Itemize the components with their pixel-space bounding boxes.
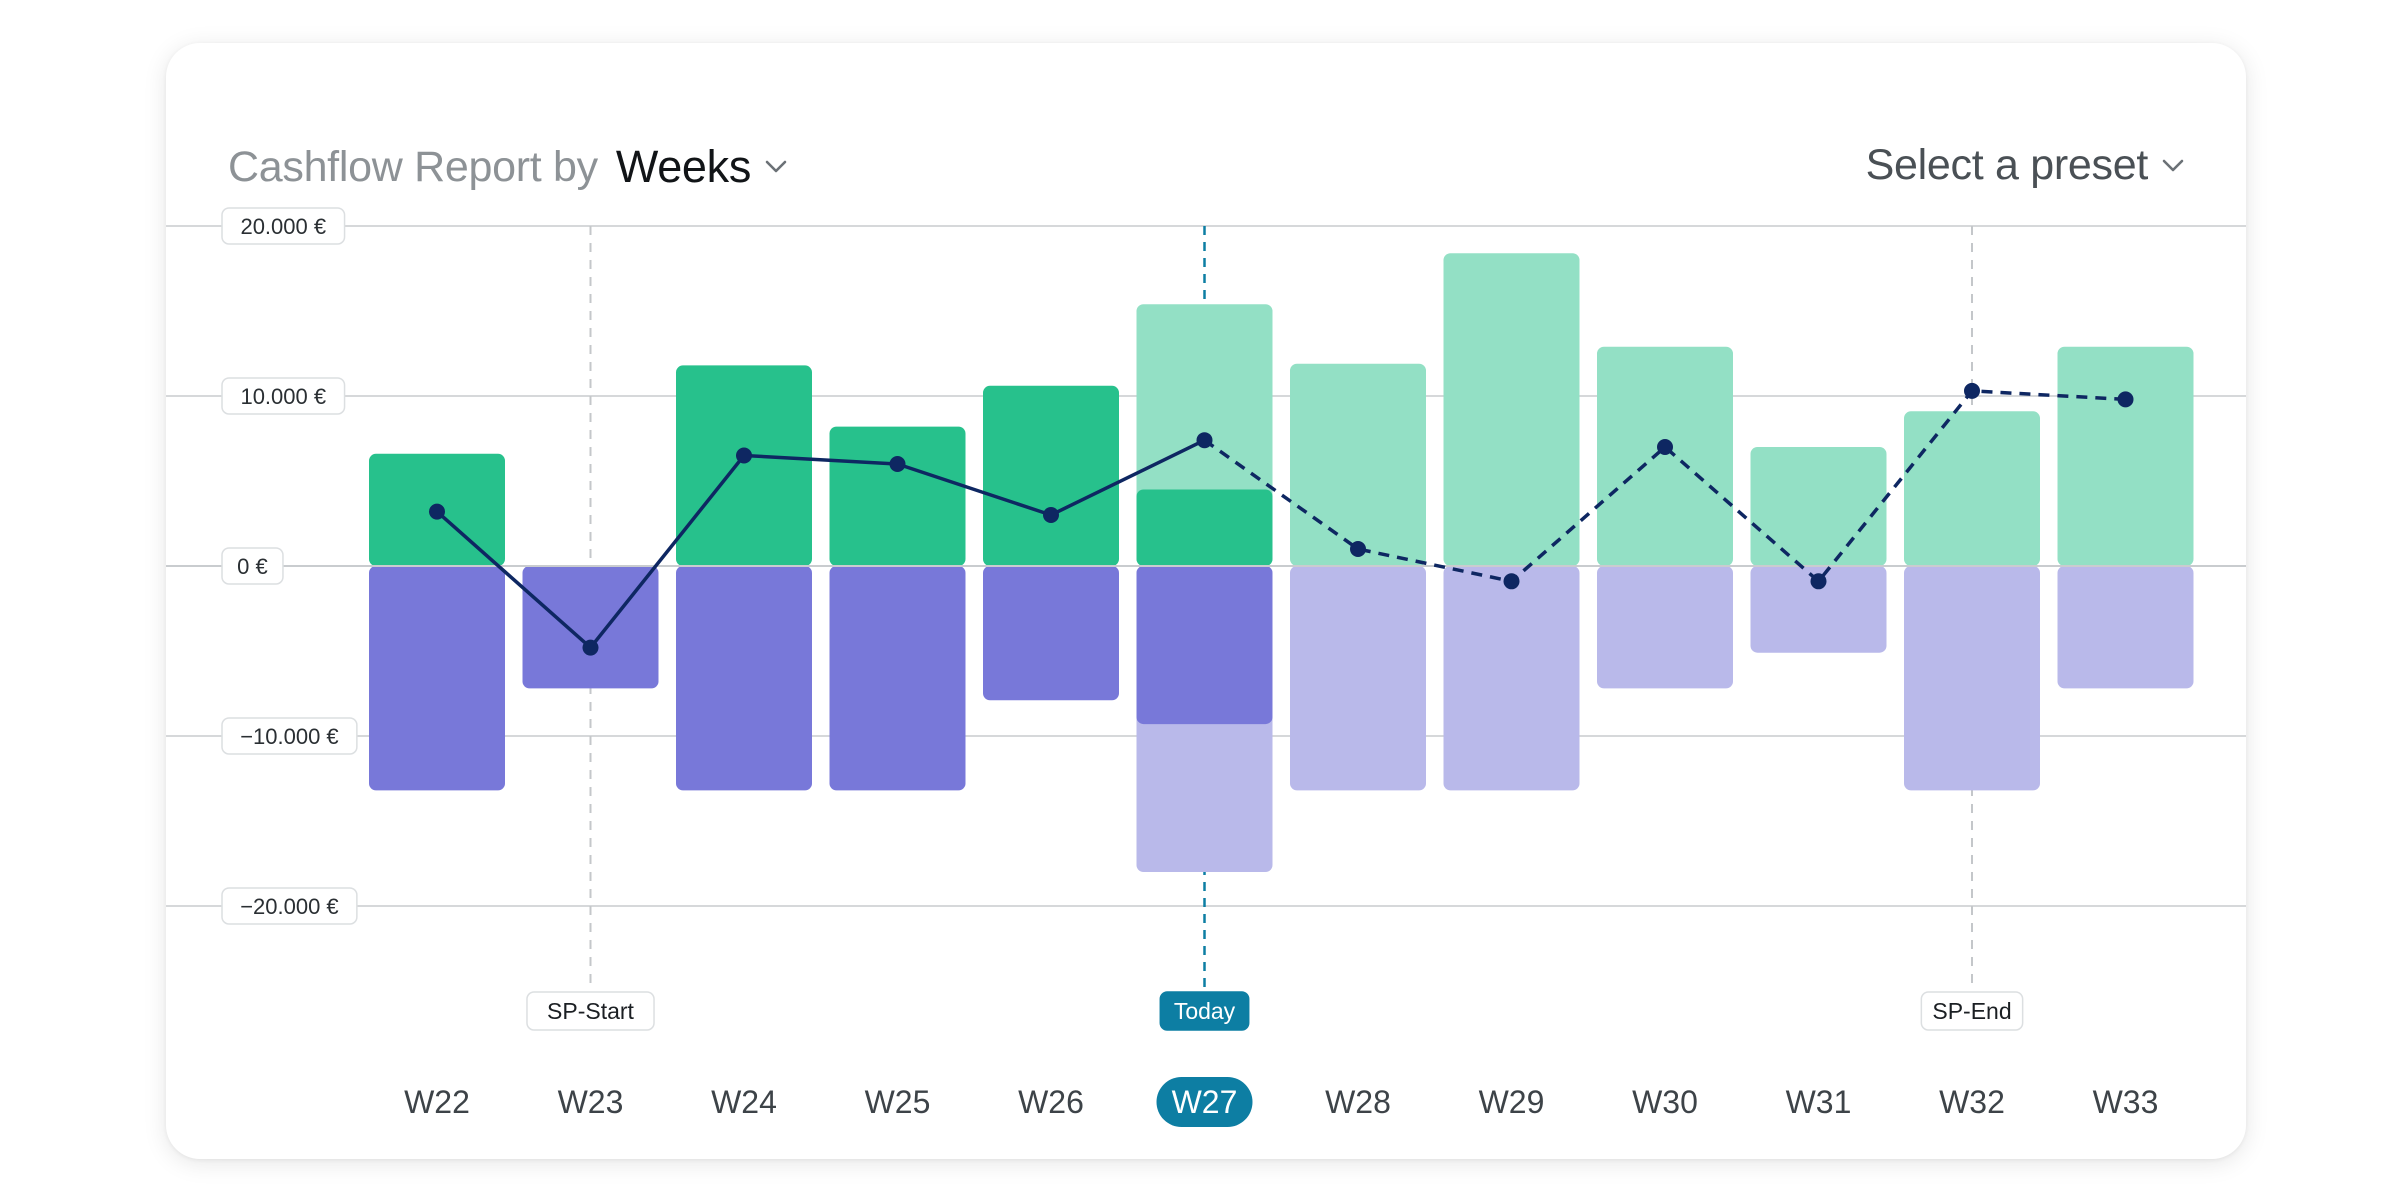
balance-point bbox=[2117, 391, 2134, 408]
chevron-down-icon bbox=[2162, 159, 2184, 171]
balance-point bbox=[1810, 573, 1827, 590]
expense-actual-bar bbox=[829, 566, 966, 791]
balance-point bbox=[736, 447, 752, 464]
x-tick-label: W28 bbox=[1325, 1084, 1391, 1120]
balance-point bbox=[1350, 541, 1366, 557]
x-tick-label: W27 bbox=[1172, 1084, 1238, 1120]
balance-point bbox=[1043, 507, 1059, 523]
balance-point bbox=[1503, 573, 1520, 590]
y-tick-label: 0 € bbox=[237, 554, 268, 579]
y-tick: 10.000 € bbox=[221, 377, 346, 415]
x-tick-label: W26 bbox=[1018, 1084, 1084, 1120]
y-axis-labels: 20.000 € 10.000 € 0 € −10.000 € −20.000 € bbox=[221, 207, 358, 925]
balance-point bbox=[1196, 432, 1213, 449]
balance-point bbox=[582, 639, 599, 656]
current-week-pill bbox=[1156, 1077, 1253, 1127]
report-title: Cashflow Report by bbox=[228, 142, 598, 191]
y-tick-label: 20.000 € bbox=[240, 214, 326, 239]
x-tick-label: W22 bbox=[404, 1084, 470, 1120]
marker-label: SP-End bbox=[1920, 991, 2024, 1031]
y-tick: −20.000 € bbox=[221, 887, 358, 925]
x-tick-label: W33 bbox=[2093, 1084, 2159, 1120]
y-tick-box bbox=[221, 887, 358, 925]
income-actual-bar bbox=[983, 385, 1119, 566]
y-tick: −10.000 € bbox=[221, 717, 358, 755]
y-tick-box bbox=[221, 547, 284, 585]
income-forecast-bar bbox=[1290, 363, 1426, 566]
today-marker: Today bbox=[1159, 991, 1250, 1031]
report-header: Cashflow Report by Weeks bbox=[228, 141, 787, 193]
x-tick-label: W30 bbox=[1632, 1084, 1698, 1120]
income-forecast-bar bbox=[1904, 411, 2040, 566]
preset-dropdown[interactable]: Select a preset bbox=[1866, 141, 2184, 190]
preset-placeholder: Select a preset bbox=[1865, 141, 2149, 189]
expense-forecast-bar bbox=[1597, 566, 1733, 689]
income-forecast-bar bbox=[1597, 346, 1733, 566]
income-forecast-bar bbox=[1443, 253, 1580, 566]
balance-point bbox=[1657, 439, 1673, 455]
income-actual-bar bbox=[829, 426, 966, 566]
y-tick: 20.000 € bbox=[221, 207, 346, 245]
expense-forecast-bar bbox=[2057, 566, 2194, 689]
expense-actual-bar bbox=[369, 566, 505, 791]
income-actual-bar bbox=[1136, 489, 1273, 566]
marker-text: Today bbox=[1174, 998, 1236, 1024]
x-tick-label: W23 bbox=[558, 1084, 624, 1120]
y-tick-box bbox=[221, 207, 346, 245]
chevron-down-icon bbox=[765, 160, 787, 173]
expense-actual-bar bbox=[983, 566, 1119, 701]
period-dropdown[interactable]: Weeks bbox=[616, 141, 787, 193]
x-tick-label: W31 bbox=[1786, 1084, 1852, 1120]
expense-forecast-bar bbox=[1750, 566, 1887, 653]
marker-text: SP-Start bbox=[547, 998, 635, 1024]
marker-label: SP-Start bbox=[526, 991, 655, 1031]
balance-point bbox=[889, 456, 906, 472]
balance-point bbox=[429, 503, 445, 520]
expense-forecast-bar bbox=[1904, 566, 2040, 791]
income-forecast-bar bbox=[2057, 346, 2194, 566]
y-tick-label: −20.000 € bbox=[240, 894, 338, 919]
x-tick-label: W24 bbox=[711, 1084, 777, 1120]
marker-box bbox=[1159, 991, 1250, 1031]
marker-labels: SP-Start Today SP-End bbox=[526, 991, 2024, 1031]
cashflow-report-card: Cashflow Report by Weeks Select a preset… bbox=[166, 43, 2246, 1159]
marker-text: SP-End bbox=[1932, 998, 2011, 1024]
period-value: Weeks bbox=[615, 141, 752, 192]
expense-forecast-bar bbox=[1443, 566, 1580, 791]
balance-line bbox=[429, 382, 2134, 656]
y-tick: 0 € bbox=[221, 547, 284, 585]
y-tick-label: 10.000 € bbox=[240, 384, 326, 409]
y-tick-label: −10.000 € bbox=[240, 724, 338, 749]
income-actual-bar bbox=[676, 365, 812, 566]
cashflow-chart: 20.000 € 10.000 € 0 € −10.000 € −20.000 € SP… bbox=[166, 207, 2246, 1127]
x-tick-label: W32 bbox=[1939, 1084, 2005, 1120]
marker-box bbox=[1920, 991, 2024, 1031]
balance-point bbox=[1964, 382, 1980, 399]
expense-actual-bar bbox=[676, 566, 812, 791]
bars bbox=[166, 253, 2246, 872]
y-tick-box bbox=[221, 717, 358, 755]
x-tick-label: W29 bbox=[1479, 1084, 1545, 1120]
income-forecast-bar bbox=[1750, 447, 1887, 566]
balance-line-actual bbox=[435, 438, 1206, 650]
expense-actual-bar bbox=[1136, 566, 1273, 725]
x-tick-label: W25 bbox=[865, 1084, 931, 1120]
y-tick-box bbox=[221, 377, 346, 415]
expense-forecast-bar bbox=[1290, 566, 1426, 791]
x-axis-labels: W22 W23 W24 W25 W26 W27 W28 W29 W30 W31 W32 W33 bbox=[404, 1077, 2158, 1127]
expense-actual-bar bbox=[522, 566, 659, 689]
marker-box bbox=[526, 991, 655, 1031]
